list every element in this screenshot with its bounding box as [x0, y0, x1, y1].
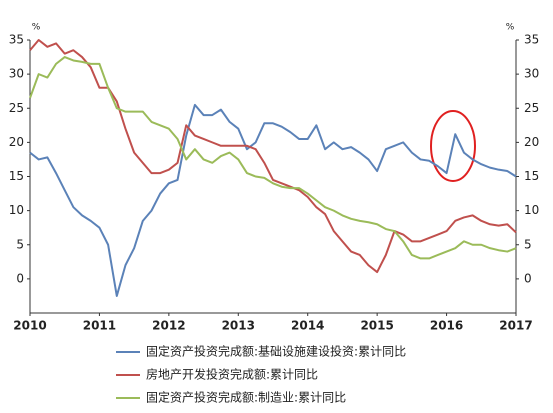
x-tick-label: 2017 [499, 319, 532, 333]
legend-label: 房地产开发投资完成额:累计同比 [146, 367, 318, 382]
series-line [29, 103, 517, 297]
y-tick-label: 10 [9, 203, 24, 217]
y2-tick-label: 35 [524, 33, 539, 47]
y2-tick-label: 25 [524, 101, 539, 115]
y-tick-label: 35 [9, 33, 24, 47]
x-tick-label: 2013 [222, 319, 255, 333]
y-tick-label: 5 [16, 237, 24, 251]
y-unit: % [32, 23, 41, 33]
x-tick-label: 2012 [152, 319, 185, 333]
legend-label: 固定资产投资完成额:基础设施建设投资:累计同比 [146, 344, 406, 359]
x-tick-label: 2011 [83, 319, 116, 333]
x-tick-label: 2015 [360, 319, 393, 333]
highlight-circle [430, 110, 476, 182]
x-tick-label: 2010 [13, 319, 46, 333]
y2-tick-label: 5 [524, 237, 532, 251]
x-tick-label: 2014 [291, 319, 324, 333]
y2-tick-label: 20 [524, 135, 539, 149]
series-line [29, 56, 517, 260]
y-tick-label: 25 [9, 101, 24, 115]
y-tick-label: 0 [16, 271, 24, 285]
y2-tick-label: 30 [524, 67, 539, 81]
y2-tick-label: 0 [524, 271, 532, 285]
legend-label: 固定资产投资完成额:制造业:累计同比 [146, 390, 346, 405]
y-tick-label: 15 [9, 169, 24, 183]
y-tick-label: 30 [9, 67, 24, 81]
x-tick-label: 2016 [430, 319, 463, 333]
y2-unit: % [506, 23, 515, 33]
y2-tick-label: 10 [524, 203, 539, 217]
y2-tick-label: 15 [524, 169, 539, 183]
y-tick-label: 20 [9, 135, 24, 149]
